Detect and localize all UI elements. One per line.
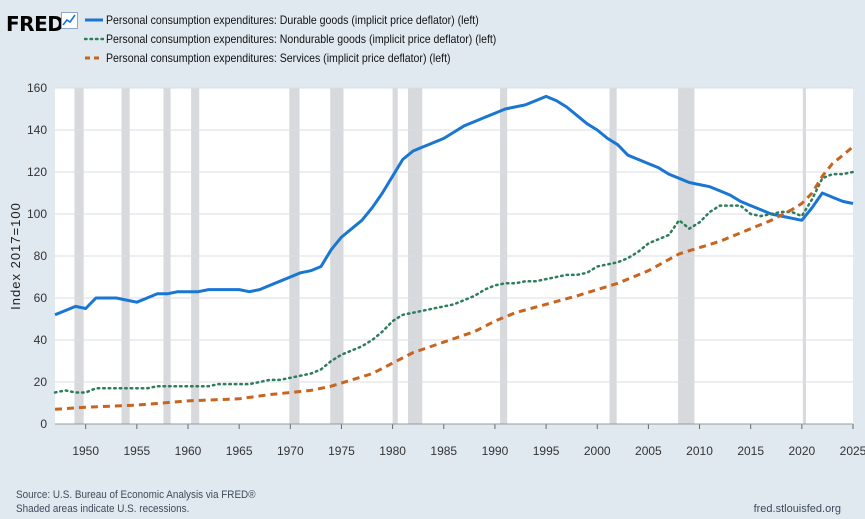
fred-logo[interactable]: FRED: [6, 12, 64, 36]
y-tick-label: 160: [27, 81, 47, 95]
y-tick-label: 120: [27, 165, 47, 179]
legend-swatch-dashed: [85, 56, 103, 60]
x-tick-label: 2020: [788, 444, 815, 458]
y-tick-label: 40: [34, 333, 48, 347]
y-tick-label: 80: [34, 249, 48, 263]
y-axis-label: Index 2017=100: [8, 202, 23, 310]
y-tick-label: 20: [34, 375, 48, 389]
source-text: Source: U.S. Bureau of Economic Analysis…: [16, 489, 256, 501]
x-tick-label: 1985: [430, 444, 457, 458]
legend-swatch-solid: [85, 18, 103, 22]
series-line-services[interactable]: [54, 145, 854, 411]
y-tick-label: 0: [40, 417, 47, 431]
x-tick-label: 2000: [584, 444, 611, 458]
legend-label-durable: Personal consumption expenditures: Durab…: [106, 13, 479, 27]
y-tick-label: 60: [34, 291, 48, 305]
legend-label-services: Personal consumption expenditures: Servi…: [106, 51, 451, 65]
x-tick-label: 1975: [328, 444, 355, 458]
x-tick-label: 1980: [379, 444, 406, 458]
x-tick-label: 1950: [72, 444, 99, 458]
x-tick-label: 2015: [737, 444, 764, 458]
series-line-nondurable-goods[interactable]: [53, 170, 855, 394]
x-tick-label: 2010: [686, 444, 713, 458]
chart-header: FRED Personal consumption expenditures: …: [0, 0, 865, 72]
line-chart[interactable]: 0 20 40 60 80 100 120 140 160 1950 1955 1960 1965 197…: [0, 72, 865, 482]
x-tick-label: 1965: [226, 444, 253, 458]
y-tick-label: 140: [27, 123, 47, 137]
x-tick-label: 1995: [533, 444, 560, 458]
x-tick-label: 1960: [175, 444, 202, 458]
series-line-durable-goods[interactable]: [54, 94, 854, 317]
footer-notes: Source: U.S. Bureau of Economic Analysis…: [16, 488, 282, 516]
legend-label-nondurable: Personal consumption expenditures: Nondu…: [106, 32, 497, 46]
x-tick-label: 1970: [277, 444, 304, 458]
fred-graph-icon: [61, 12, 78, 29]
legend-swatch-dotted: [84, 37, 104, 41]
recession-note: Shaded areas indicate U.S. recessions.: [16, 503, 190, 515]
x-tick-label: 2005: [635, 444, 662, 458]
x-tick-label: 1990: [482, 444, 509, 458]
y-tick-label: 100: [27, 207, 47, 221]
x-tick-label: 2025: [840, 444, 865, 458]
site-link[interactable]: fred.stlouisfed.org: [753, 503, 841, 515]
x-tick-label: 1955: [123, 444, 150, 458]
chart-area: 0 20 40 60 80 100 120 140 160 1950 1955 1960 1965 197…: [0, 72, 865, 482]
